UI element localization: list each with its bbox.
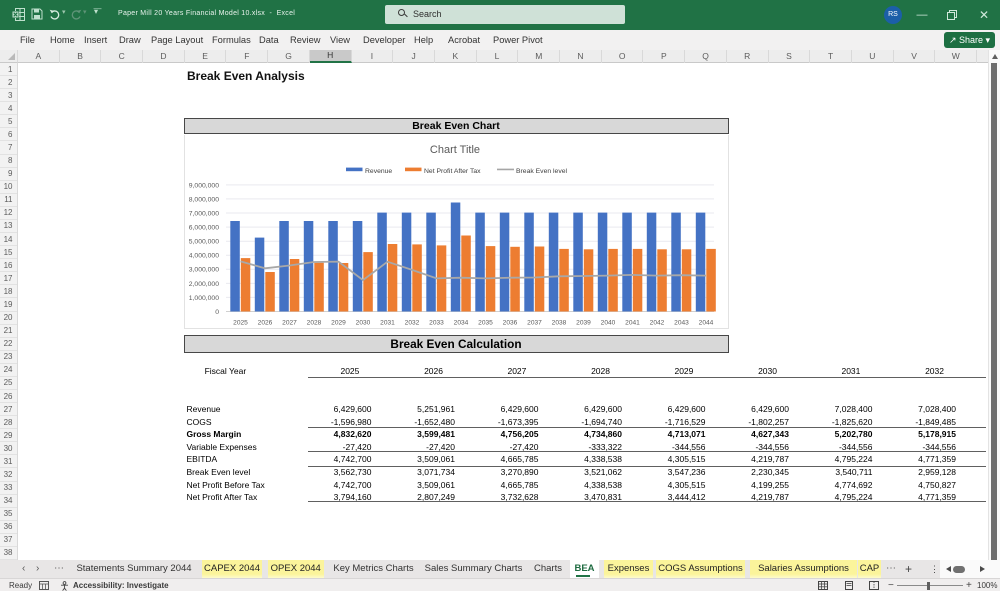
svg-text:2026: 2026 — [258, 320, 273, 327]
svg-text:2030: 2030 — [356, 320, 371, 327]
svg-text:2028: 2028 — [307, 320, 322, 327]
svg-text:4,000,000: 4,000,000 — [189, 253, 219, 260]
svg-text:7,000,000: 7,000,000 — [189, 210, 219, 217]
svg-text:9,000,000: 9,000,000 — [189, 182, 219, 189]
svg-text:1,000,000: 1,000,000 — [189, 295, 219, 302]
svg-text:Chart Title: Chart Title — [430, 144, 480, 156]
svg-text:2032: 2032 — [405, 320, 420, 327]
svg-text:2041: 2041 — [625, 320, 640, 327]
svg-text:2027: 2027 — [282, 320, 297, 327]
svg-text:Break Even level: Break Even level — [516, 168, 567, 175]
svg-text:6,000,000: 6,000,000 — [189, 225, 219, 232]
svg-text:Revenue: Revenue — [365, 168, 392, 175]
svg-text:2037: 2037 — [527, 320, 542, 327]
svg-text:2033: 2033 — [429, 320, 444, 327]
svg-text:2042: 2042 — [650, 320, 665, 327]
svg-text:8,000,000: 8,000,000 — [189, 196, 219, 203]
svg-text:2039: 2039 — [576, 320, 591, 327]
svg-text:Net Profit After Tax: Net Profit After Tax — [424, 168, 481, 175]
svg-text:2025: 2025 — [233, 320, 248, 327]
svg-text:2038: 2038 — [552, 320, 567, 327]
svg-text:2040: 2040 — [601, 320, 616, 327]
svg-text:2043: 2043 — [674, 320, 689, 327]
svg-text:2031: 2031 — [380, 320, 395, 327]
svg-text:2034: 2034 — [454, 320, 469, 327]
svg-text:2035: 2035 — [478, 320, 493, 327]
svg-text:2029: 2029 — [331, 320, 346, 327]
svg-text:2036: 2036 — [503, 320, 518, 327]
svg-text:0: 0 — [215, 309, 219, 316]
svg-text:3,000,000: 3,000,000 — [189, 267, 219, 274]
svg-text:2,000,000: 2,000,000 — [189, 281, 219, 288]
svg-text:2044: 2044 — [699, 320, 714, 327]
svg-text:5,000,000: 5,000,000 — [189, 239, 219, 246]
